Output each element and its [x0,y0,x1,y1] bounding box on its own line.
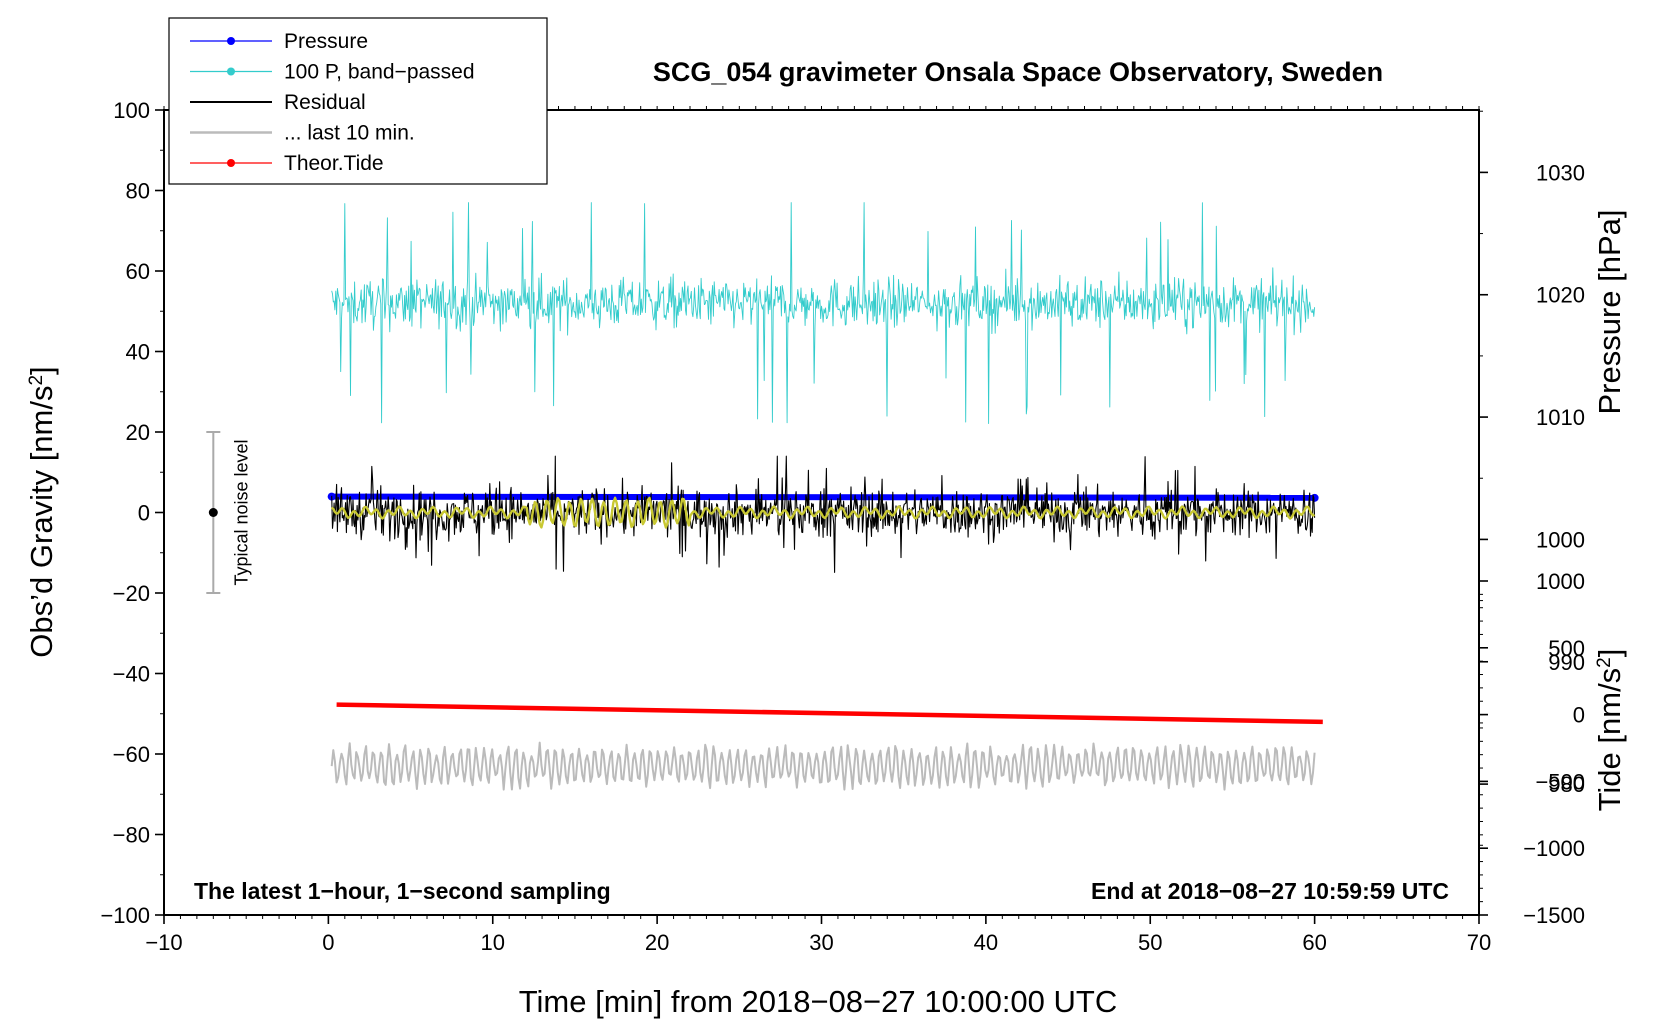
series--last-10-min [330,741,1316,791]
series-residual [331,455,1316,573]
noise-indicator: Typical noise level [206,431,251,594]
tide-tick-label: 500 [1548,636,1585,661]
y-tick-label: 40 [126,340,150,365]
series-pressure [331,493,1315,501]
chart-title: SCG_054 gravimeter Onsala Space Observat… [653,57,1383,87]
legend-label: Pressure [284,30,368,53]
legend-items: Pressure 100 P, band−passed Residual ... la… [190,30,475,175]
legend-label: Residual [284,91,366,114]
pressure-tick-label: 980 [1548,772,1585,797]
x-axis-title: Time [min] from 2018−08−27 10:00:00 UTC [519,984,1118,1019]
y-tick-label: −40 [113,662,150,687]
note-left: The latest 1−hour, 1−second sampling [194,878,611,904]
x-tick-label: 0 [322,930,334,955]
y-tick-label: −20 [113,581,150,606]
y-tick-label: 0 [138,501,150,526]
legend: Pressure 100 P, band−passed Residual ... la… [168,17,548,185]
y-tick-label: 20 [126,420,150,445]
y-tick-label: −100 [100,903,150,928]
pressure-tick-label: 1000 [1536,527,1585,552]
series-theor-tide [336,702,1323,725]
y-axis-title-tide-end: ] [1592,649,1627,658]
y-axis-title-pressure: Pressure [hPa] [1592,209,1627,414]
x-tick-label: 10 [481,930,505,955]
y-axis-title-tide: Tide [nm/s2] [1592,649,1627,812]
legend-marker [227,67,235,76]
y-tick-label: −60 [113,742,150,767]
legend-marker [227,159,235,167]
tide-tick-label: −1000 [1523,836,1585,861]
pressure-tick-label: 1030 [1536,160,1585,185]
y-tick-label: 100 [113,98,150,123]
x-tick-label: 50 [1138,930,1162,955]
pressure-tick-label: 1020 [1536,283,1585,308]
series-residual-smoothed [330,496,1316,529]
legend-marker [227,37,235,45]
x-tick-label: 40 [974,930,998,955]
y-axis-title-left: Obs’d Gravity [nm/s2] [24,366,59,657]
legend-label: ... last 10 min. [284,122,415,145]
legend-label: Theor.Tide [284,152,384,175]
y-tick-label: 60 [126,259,150,284]
noise-bar-label: Typical noise level [231,439,251,585]
tide-tick-label: 0 [1573,703,1585,728]
y-axis-title-tide-main: Tide [nm/s [1592,668,1627,812]
x-tick-label: 70 [1467,930,1491,955]
pressure-tick-label: 1010 [1536,405,1585,430]
x-tick-label: −10 [145,930,182,955]
tide-tick-label: −500 [1535,769,1585,794]
y-tick-label: −80 [113,823,150,848]
pressure-end-marker [1310,493,1319,502]
tide-tick-label: −1500 [1523,903,1585,928]
y-axis-title-left-sup: 2 [26,375,47,386]
x-tick-label: 20 [645,930,669,955]
series-layer [327,202,1323,791]
pressure-tick-label: 990 [1548,650,1585,675]
x-tick-label: 60 [1302,930,1326,955]
y-axis-title-left-end: ] [24,366,59,375]
series-100-p-band-passed [331,202,1316,424]
tide-tick-label: 1000 [1536,569,1585,594]
tick-layer: −10 0 10 20 30 40 50 60 70100806040200−20−40−60−… [100,98,1585,955]
x-tick-label: 30 [809,930,833,955]
note-right: End at 2018−08−27 10:59:59 UTC [1091,878,1449,904]
y-axis-title-tide-sup: 2 [1594,657,1615,668]
legend-label: 100 P, band−passed [284,61,475,84]
y-tick-label: 80 [126,179,150,204]
y-axis-title-left-main: Obs’d Gravity [nm/s [24,386,59,658]
noise-bar-center [208,508,218,517]
